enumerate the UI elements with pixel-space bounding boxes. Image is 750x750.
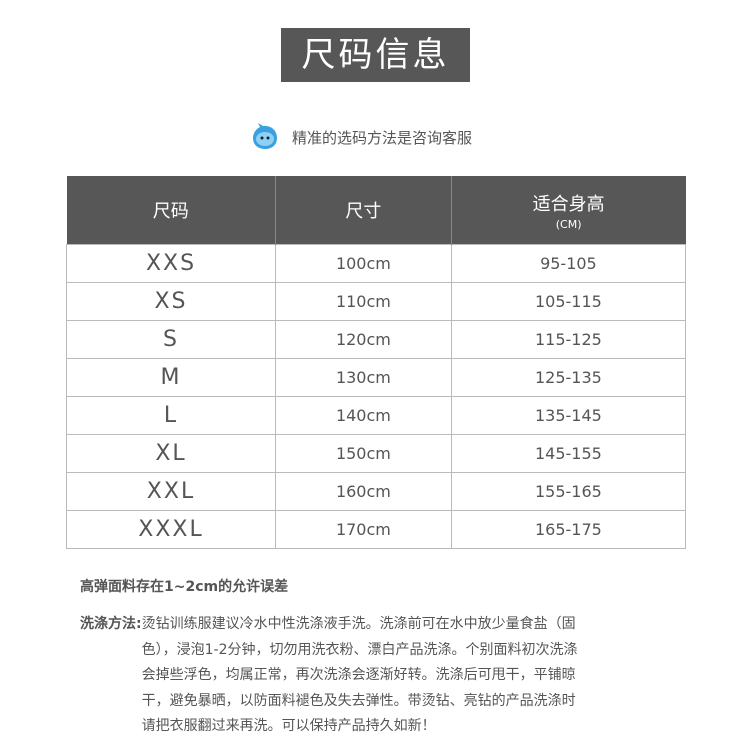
header-dimension: 尺寸: [275, 176, 452, 245]
size-cell: M: [66, 358, 276, 397]
table-row: M 130cm 125-135: [66, 358, 687, 397]
dimension-cell: 160cm: [275, 472, 452, 511]
table-row: XL 150cm 145-155: [66, 434, 687, 473]
wash-line: 会掉些浮色，均属正常，再次洗涤会逐渐好转。洗涤后可甩干，平铺晾: [141, 667, 576, 683]
height-cell: 165-175: [450, 510, 687, 549]
dimension-cell: 130cm: [275, 358, 452, 397]
wash-line: 干，避免暴晒，以防面料褪色及失去弹性。带烫钻、亮钻的产品洗涤时: [141, 692, 576, 709]
size-cell: XS: [66, 282, 276, 321]
dimension-cell: 150cm: [275, 434, 452, 473]
size-cell: XXL: [66, 472, 276, 511]
page-title: 尺码信息: [281, 28, 470, 82]
size-cell: XXXL: [66, 510, 276, 549]
wash-label: 洗涤方法:: [80, 616, 142, 632]
height-cell: 145-155: [450, 434, 687, 473]
wash-instructions: 洗涤方法: 烫钻训练服建议冷水中性洗涤液手洗。洗涤前可在水中放少量食盐（固 色），…: [80, 612, 577, 740]
tip-text: 精准的选码方法是咨询客服: [292, 128, 473, 147]
header-size: 尺码: [66, 176, 276, 245]
header-height: 适合身高 (CM): [450, 176, 686, 245]
dimension-cell: 120cm: [275, 320, 452, 359]
size-cell: XXS: [66, 244, 276, 283]
table-row: XXL 160cm 155-165: [66, 472, 687, 511]
size-cell: S: [66, 320, 276, 359]
qq-penguin-bubble-icon: [253, 123, 277, 149]
size-cell: XL: [66, 434, 276, 473]
table-row: XXS 100cm 95-105: [66, 244, 687, 283]
header-label: 尺寸: [345, 201, 382, 222]
dimension-cell: 110cm: [275, 282, 452, 321]
wash-line: 烫钻训练服建议冷水中性洗涤液手洗。洗涤前可在水中放少量食盐（固: [141, 616, 576, 632]
wash-line: 请把衣服翻过来再洗。可以保持产品持久如新！: [141, 718, 436, 734]
size-tip: 精准的选码方法是咨询客服: [250, 122, 472, 152]
size-cell: L: [66, 396, 276, 435]
table-row: XS 110cm 105-115: [66, 282, 687, 321]
height-cell: 105-115: [450, 282, 687, 321]
table-row: XXXL 170cm 165-175: [66, 510, 687, 549]
size-table: 尺码 尺寸 适合身高 (CM) XXS 100cm 95-105 XS 110cm 105-…: [66, 176, 687, 549]
dimension-cell: 140cm: [275, 396, 452, 435]
header-label: 适合身高: [532, 193, 605, 215]
table-row: S 120cm 115-125: [66, 320, 687, 359]
wash-line: 色），浸泡1-2分钟，切勿用洗衣粉、漂白产品洗涤。个别面料初次洗涤: [141, 641, 578, 658]
tolerance-note: 高弹面料存在1~2cm的允许误差: [80, 579, 289, 595]
table-row: L 140cm 135-145: [66, 396, 687, 435]
height-cell: 135-145: [450, 396, 687, 435]
height-cell: 155-165: [450, 472, 687, 511]
height-cell: 115-125: [450, 320, 687, 359]
dimension-cell: 100cm: [275, 244, 452, 283]
dimension-cell: 170cm: [275, 510, 452, 549]
header-unit: (CM): [555, 217, 582, 231]
height-cell: 125-135: [450, 358, 687, 397]
height-cell: 95-105: [450, 244, 687, 283]
header-label: 尺码: [152, 201, 189, 222]
